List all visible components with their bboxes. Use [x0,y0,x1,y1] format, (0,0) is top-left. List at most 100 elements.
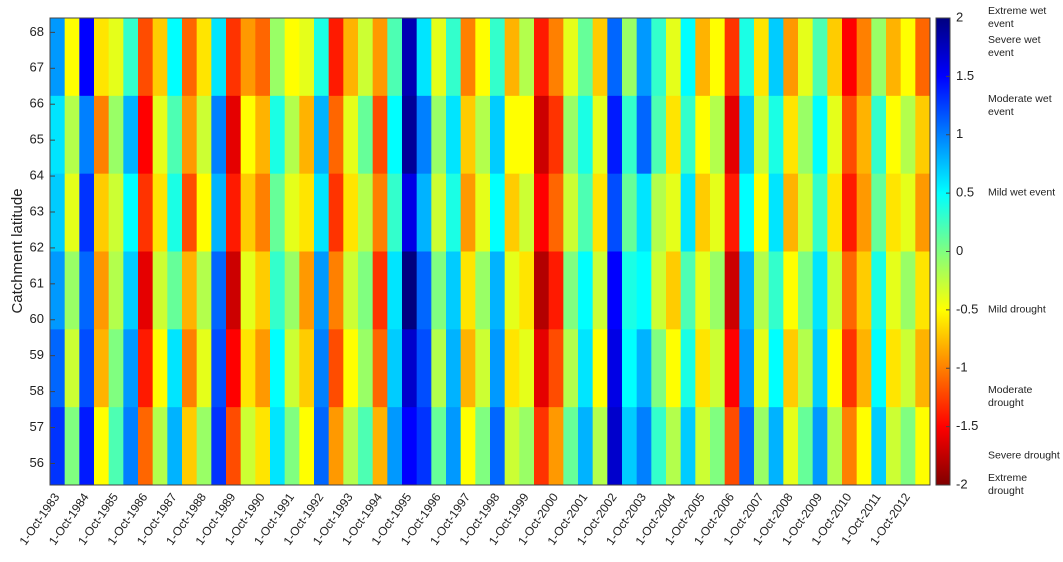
heatmap-cell [900,18,916,97]
heatmap-cell [50,18,66,97]
heatmap-cell [622,95,638,175]
heatmap-cell [431,95,447,175]
heatmap-cell [152,18,168,97]
heatmap-cell [314,251,330,330]
heatmap-cell [827,173,843,252]
heatmap-cell [724,329,740,408]
heatmap-cell [548,173,564,252]
heatmap-cell [431,251,447,330]
class-label: Extreme wet event [988,5,1047,30]
heatmap-cell [475,251,491,330]
heatmap-cell [196,95,212,175]
heatmap-cell [226,329,242,408]
y-axis-label: Catchment latitude [9,188,26,313]
heatmap-cell [79,251,95,330]
heatmap-cell [152,251,168,330]
heatmap-cell [739,251,755,330]
heatmap-cell [622,173,638,252]
heatmap-cell [548,329,564,408]
heatmap-cell [651,95,667,175]
heatmap-cell [328,251,344,330]
heatmap-cell [138,329,154,408]
heatmap-cell [636,95,652,175]
heatmap-cell [64,95,80,175]
heatmap-cell [812,18,828,97]
heatmap-cell [548,95,564,175]
class-label: Severe wet event [988,34,1041,60]
heatmap-cell [856,18,872,97]
heatmap-cell [431,18,447,97]
heatmap-cell [402,329,418,408]
heatmap-cell [431,407,447,486]
heatmap-cell [314,329,330,408]
heatmap-cell [680,251,696,330]
heatmap-cell [519,407,535,486]
heatmap-cell [783,95,799,175]
heatmap-cell [196,251,212,330]
heatmap-cell [900,407,916,486]
heatmap-cell [387,18,403,97]
heatmap-cell [64,173,80,252]
heatmap-cell [578,329,594,408]
heatmap-cell [519,18,535,97]
heatmap-cell [152,95,168,175]
class-label: Severe drought [988,449,1060,462]
heatmap-cell [182,95,198,175]
heatmap-cell [534,329,550,408]
heatmap-cell [314,173,330,252]
heatmap-cell [431,329,447,408]
heatmap-cell [240,329,256,408]
heatmap-cell [460,251,476,330]
class-label: Mild wet event [988,186,1056,199]
heatmap-cell [226,407,242,486]
heatmap-cell [358,173,374,252]
y-tick-label: 67 [30,60,44,75]
y-tick-label: 66 [30,96,44,111]
heatmap-cell [182,18,198,97]
heatmap-cell [50,95,66,175]
class-label: Moderate wet event [988,92,1052,118]
heatmap-cell [695,18,711,97]
heatmap-cell [739,95,755,175]
heatmap-cell [724,251,740,330]
heatmap-cell [328,18,344,97]
heatmap-cell [504,173,520,252]
heatmap-cell [534,251,550,330]
heatmap-cell [739,18,755,97]
y-tick-label: 59 [30,347,44,362]
heatmap-cell [446,18,462,97]
heatmap-cell [519,329,535,408]
heatmap-cell [680,329,696,408]
colorbar-tick-label: 2 [956,9,963,24]
heatmap-cell [94,407,110,486]
heatmap-cell [270,18,286,97]
heatmap-cell [827,251,843,330]
heatmap-cell [871,95,887,175]
heatmap-cell [710,251,726,330]
heatmap-cell [915,329,931,408]
heatmap-cell [358,95,374,175]
heatmap-cell [563,251,579,330]
heatmap-cell [812,173,828,252]
heatmap-cell [695,251,711,330]
heatmap-cell [372,329,388,408]
heatmap-cell [94,329,110,408]
heatmap-cell [842,407,858,486]
heatmap-cell [50,173,66,252]
heatmap-cell [138,95,154,175]
heatmap-cell [64,18,80,97]
heatmap-cell [842,173,858,252]
heatmap-cell [680,95,696,175]
heatmap-cell [123,173,139,252]
heatmap-cell [622,251,638,330]
heatmap-cell [592,407,608,486]
heatmap-cell [402,18,418,97]
heatmap-cell [636,18,652,97]
heatmap-cell [534,407,550,486]
y-tick-label: 57 [30,419,44,434]
heatmap-cell [270,329,286,408]
heatmap-cell [578,173,594,252]
heatmap-cell [431,173,447,252]
heatmap-cell [475,173,491,252]
heatmap-cell [387,407,403,486]
